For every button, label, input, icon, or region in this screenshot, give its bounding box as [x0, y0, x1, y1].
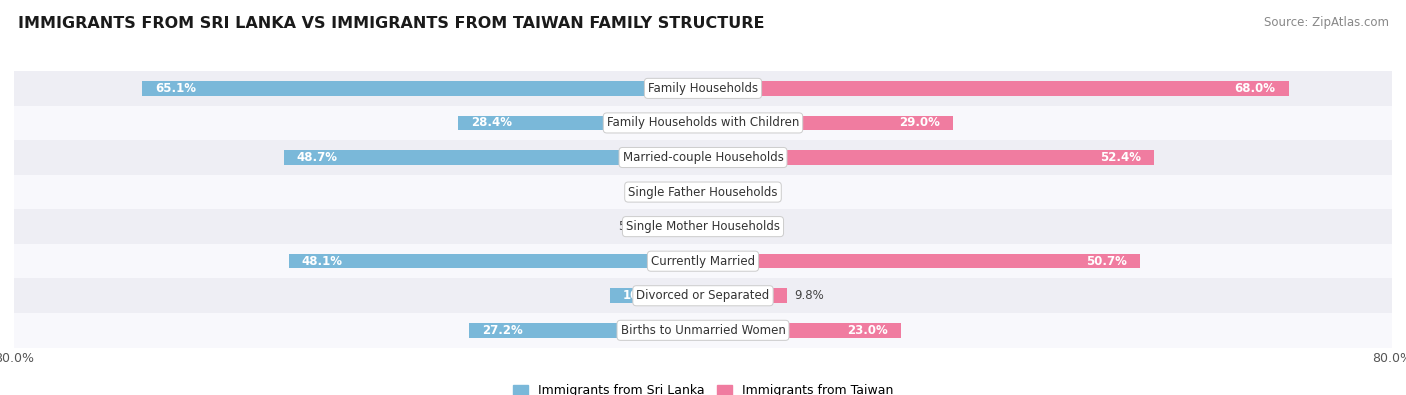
- Bar: [655, 219, 703, 234]
- Bar: [703, 323, 901, 338]
- Text: 52.4%: 52.4%: [1101, 151, 1142, 164]
- Bar: [14, 278, 1392, 313]
- Text: 9.8%: 9.8%: [794, 289, 824, 302]
- Text: 1.8%: 1.8%: [725, 186, 755, 199]
- Text: Currently Married: Currently Married: [651, 255, 755, 268]
- Text: 65.1%: 65.1%: [155, 82, 197, 95]
- Text: 48.1%: 48.1%: [302, 255, 343, 268]
- Text: 23.0%: 23.0%: [848, 324, 889, 337]
- Text: 50.7%: 50.7%: [1085, 255, 1126, 268]
- Text: Source: ZipAtlas.com: Source: ZipAtlas.com: [1264, 16, 1389, 29]
- Text: Family Households: Family Households: [648, 82, 758, 95]
- Text: Divorced or Separated: Divorced or Separated: [637, 289, 769, 302]
- Text: 2.0%: 2.0%: [650, 186, 679, 199]
- Bar: [142, 81, 703, 96]
- Text: Family Households with Children: Family Households with Children: [607, 117, 799, 130]
- Bar: [14, 244, 1392, 278]
- Bar: [14, 175, 1392, 209]
- Bar: [14, 313, 1392, 348]
- Text: 28.4%: 28.4%: [471, 117, 512, 130]
- Text: 29.0%: 29.0%: [898, 117, 939, 130]
- Bar: [703, 185, 718, 199]
- Bar: [703, 150, 1154, 165]
- Bar: [703, 254, 1140, 269]
- Bar: [14, 106, 1392, 140]
- Text: Married-couple Households: Married-couple Households: [623, 151, 783, 164]
- Bar: [703, 288, 787, 303]
- Text: 68.0%: 68.0%: [1234, 82, 1275, 95]
- Bar: [14, 140, 1392, 175]
- Text: Single Father Households: Single Father Households: [628, 186, 778, 199]
- Text: Single Mother Households: Single Mother Households: [626, 220, 780, 233]
- Text: IMMIGRANTS FROM SRI LANKA VS IMMIGRANTS FROM TAIWAN FAMILY STRUCTURE: IMMIGRANTS FROM SRI LANKA VS IMMIGRANTS …: [18, 16, 765, 31]
- Text: 27.2%: 27.2%: [482, 324, 523, 337]
- Bar: [458, 116, 703, 130]
- Bar: [14, 209, 1392, 244]
- Bar: [703, 219, 744, 234]
- Bar: [14, 71, 1392, 106]
- Bar: [288, 254, 703, 269]
- Text: 10.8%: 10.8%: [623, 289, 664, 302]
- Text: 5.6%: 5.6%: [619, 220, 648, 233]
- Text: 4.7%: 4.7%: [751, 220, 780, 233]
- Legend: Immigrants from Sri Lanka, Immigrants from Taiwan: Immigrants from Sri Lanka, Immigrants fr…: [508, 379, 898, 395]
- Bar: [686, 185, 703, 199]
- Bar: [703, 81, 1289, 96]
- Bar: [468, 323, 703, 338]
- Text: Births to Unmarried Women: Births to Unmarried Women: [620, 324, 786, 337]
- Text: 48.7%: 48.7%: [297, 151, 337, 164]
- Bar: [610, 288, 703, 303]
- Bar: [703, 116, 953, 130]
- Bar: [284, 150, 703, 165]
